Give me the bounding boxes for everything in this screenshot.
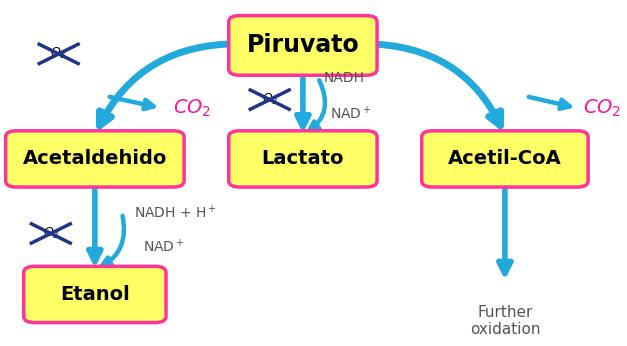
FancyBboxPatch shape bbox=[229, 16, 377, 75]
Text: $CO_2$: $CO_2$ bbox=[583, 98, 621, 119]
Text: $O_2$: $O_2$ bbox=[261, 92, 278, 107]
Text: Acetil-CoA: Acetil-CoA bbox=[448, 149, 562, 169]
Text: Lactato: Lactato bbox=[261, 149, 344, 169]
Text: Further
oxidation: Further oxidation bbox=[470, 304, 540, 337]
Text: NAD$^+$: NAD$^+$ bbox=[143, 238, 185, 256]
FancyBboxPatch shape bbox=[24, 266, 166, 322]
Text: Piruvato: Piruvato bbox=[246, 34, 359, 57]
Text: Etanol: Etanol bbox=[60, 285, 130, 304]
Text: NAD$^+$: NAD$^+$ bbox=[330, 104, 372, 122]
Text: $CO_2$: $CO_2$ bbox=[173, 98, 211, 119]
FancyBboxPatch shape bbox=[422, 131, 588, 187]
Text: $O_2$: $O_2$ bbox=[50, 46, 67, 62]
FancyBboxPatch shape bbox=[6, 131, 184, 187]
Text: NADH: NADH bbox=[324, 71, 365, 85]
FancyBboxPatch shape bbox=[229, 131, 377, 187]
Text: $O_2$: $O_2$ bbox=[43, 226, 59, 241]
Text: NADH + H$^+$: NADH + H$^+$ bbox=[134, 204, 217, 222]
Text: Acetaldehido: Acetaldehido bbox=[23, 149, 167, 169]
